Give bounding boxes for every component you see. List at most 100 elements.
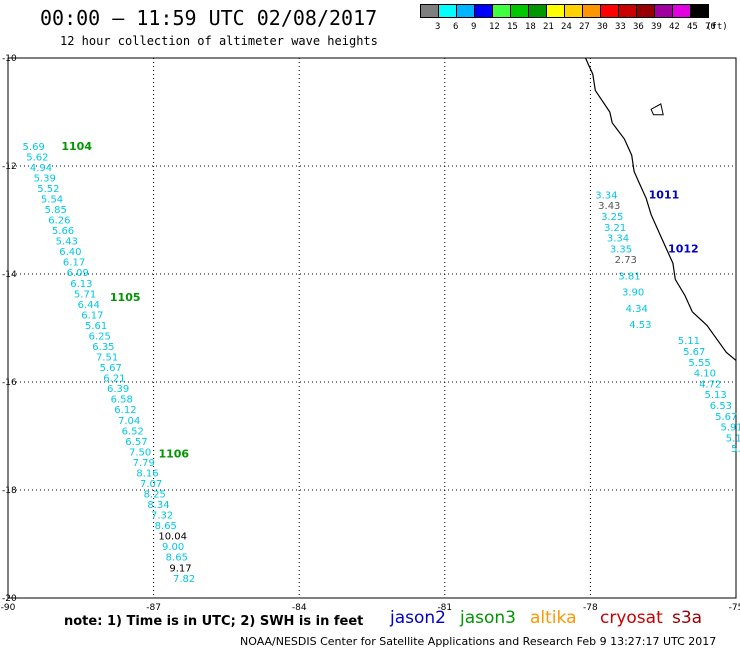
- wave-height-value: 8.16: [136, 468, 158, 479]
- legend-label: 21: [543, 22, 554, 32]
- coastline: [584, 57, 737, 361]
- wave-height-value: 7.51: [96, 353, 118, 364]
- island: [650, 103, 664, 116]
- legend-swatch-70: [690, 4, 709, 18]
- legend-label: 42: [669, 22, 680, 32]
- lon-tick-label: -84: [292, 603, 307, 613]
- wave-height-value: 5.61: [85, 321, 107, 332]
- lat-tick-label: -12: [2, 162, 17, 172]
- legend-label: 18: [525, 22, 536, 32]
- satellite-label-jason3: jason3: [460, 608, 516, 628]
- wave-height-value: 3.34: [607, 234, 629, 245]
- lat-tick-label: -16: [2, 378, 17, 388]
- wave-height-value: 5.55: [688, 358, 710, 369]
- wave-height-value: 5.91: [720, 423, 740, 434]
- lat-tick-label: -20: [2, 594, 17, 604]
- wave-height-value: 3.81: [618, 271, 640, 282]
- lon-tick-label: -75: [729, 603, 740, 613]
- wave-height-value: 8.65: [166, 553, 188, 564]
- wave-height-value: 4.72: [699, 379, 721, 390]
- wave-height-value: 7.50: [129, 447, 151, 458]
- wave-height-value: 8.25: [144, 490, 166, 501]
- pass-number-label: 1011: [649, 188, 680, 201]
- wave-height-value: 5.67: [100, 363, 122, 374]
- legend-label: 36: [633, 22, 644, 32]
- wave-height-value: 4.10: [694, 369, 716, 380]
- pass-number-label: 1105: [110, 291, 141, 304]
- wave-height-value: 8.34: [147, 500, 169, 511]
- satellite-label-jason2: jason2: [390, 608, 446, 628]
- wave-height-value: 6.26: [48, 216, 70, 227]
- legend-label: 3: [435, 22, 441, 32]
- wave-height-value: 5.66: [52, 226, 74, 237]
- footer-note: note: 1) Time is in UTC; 2) SWH is in fe…: [64, 614, 364, 629]
- legend-label: 27: [579, 22, 590, 32]
- legend-label: 12: [489, 22, 500, 32]
- map-frame: [7, 57, 737, 599]
- lon-tick-label: -78: [583, 603, 598, 613]
- wave-height-value: 2.73: [615, 255, 637, 266]
- wave-height-value: 6.39: [107, 384, 129, 395]
- satellite-label-altika: altika: [530, 608, 577, 628]
- credit-line: NOAA/NESDIS Center for Satellite Applica…: [240, 635, 717, 648]
- wave-height-value: 4.53: [629, 320, 651, 331]
- wave-height-value: 6.12: [114, 405, 136, 416]
- wave-height-value: 7.04: [118, 416, 140, 427]
- wave-height-value: 6.09: [67, 268, 89, 279]
- wave-height-value: 3.90: [622, 288, 644, 299]
- legend-label: 24: [561, 22, 572, 32]
- wave-height-value: 6.13: [70, 279, 92, 290]
- map-title: 00:00 – 11:59 UTC 02/08/2017: [40, 6, 378, 30]
- legend-label: 45: [687, 22, 698, 32]
- wave-height-value: 7.07: [140, 479, 162, 490]
- wave-height-value: 4.94: [30, 163, 52, 174]
- wave-height-value: 5.71: [74, 289, 96, 300]
- wave-height-value: 3.25: [601, 212, 623, 223]
- legend-label: 15: [507, 22, 518, 32]
- wave-height-value: 5.39: [34, 173, 56, 184]
- lat-tick-label: -10: [2, 54, 17, 64]
- wave-height-value: 5.17: [731, 444, 740, 455]
- wave-height-value: 5.13: [704, 390, 726, 401]
- wave-height-value: 6.58: [111, 395, 133, 406]
- legend-label: 70: [705, 22, 716, 32]
- lon-tick-label: -81: [437, 603, 452, 613]
- wave-height-value: 6.25: [89, 331, 111, 342]
- wave-height-value: 5.52: [37, 184, 59, 195]
- map-subtitle: 12 hour collection of altimeter wave hei…: [60, 34, 378, 48]
- wave-height-value: 5.69: [23, 142, 45, 153]
- legend-label: 9: [471, 22, 477, 32]
- wave-height-value: 3.35: [610, 244, 632, 255]
- wave-height-value: 7.32: [151, 511, 173, 522]
- wave-height-value: 5.67: [683, 347, 705, 358]
- wave-height-value: 9.17: [169, 563, 191, 574]
- legend-label: 6: [453, 22, 459, 32]
- legend-unit: (ft): [706, 22, 728, 32]
- wave-height-value: 6.57: [125, 437, 147, 448]
- wave-height-value: 6.52: [122, 426, 144, 437]
- wave-height-value: 5.54: [41, 194, 63, 205]
- wave-height-value: 5.43: [56, 237, 78, 248]
- wave-height-value: 7.79: [133, 458, 155, 469]
- wave-height-value: 6.17: [81, 310, 103, 321]
- wave-height-value: 6.35: [92, 342, 114, 353]
- wave-height-value: 4.34: [626, 304, 648, 315]
- wave-height-value: 5.67: [715, 412, 737, 423]
- wave-height-value: 3.34: [595, 190, 617, 201]
- pass-number-label: 1104: [61, 140, 92, 153]
- lon-tick-label: -87: [146, 603, 161, 613]
- wave-height-value: 5.11: [678, 336, 700, 347]
- wave-height-color-legend: 3 6 9 12 15 18 21 24 27 30 33 36 39 42 45 70 (ft): [420, 4, 728, 34]
- pass-number-label: 1106: [158, 448, 189, 461]
- wave-height-value: 5.62: [26, 152, 48, 163]
- wave-height-value: 10.04: [158, 532, 187, 543]
- legend-label: 33: [615, 22, 626, 32]
- wave-height-value: 9.00: [162, 542, 184, 553]
- pass-number-label: 1012: [668, 242, 699, 255]
- wave-height-value: 3.43: [598, 201, 620, 212]
- satellite-label-cryosat: cryosat: [600, 608, 663, 628]
- lat-tick-label: -18: [2, 486, 17, 496]
- legend-label: 39: [651, 22, 662, 32]
- wave-height-value: 5.85: [45, 205, 67, 216]
